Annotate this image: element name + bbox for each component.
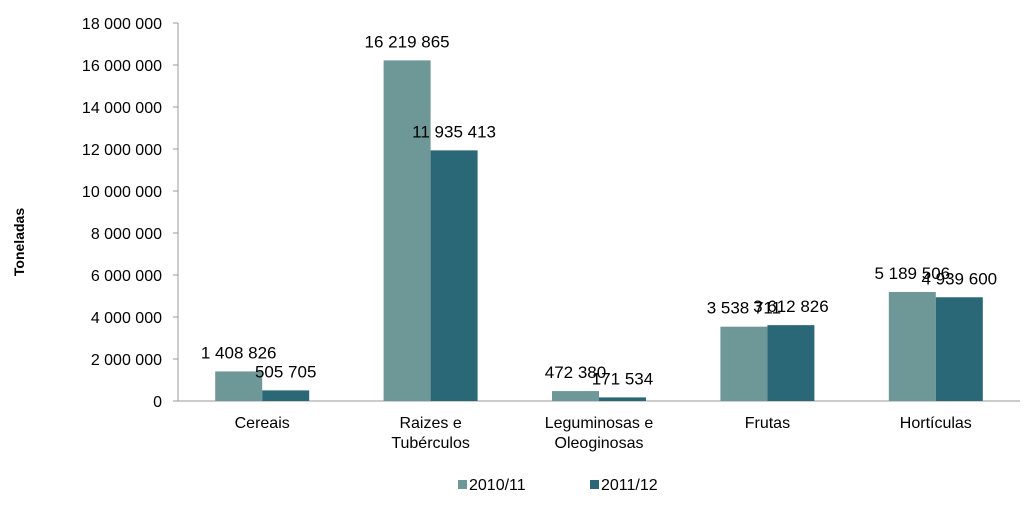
category-label: Raizes e Tubérculos (391, 415, 470, 452)
legend-swatch (590, 480, 599, 489)
data-label: 1 408 826 (201, 343, 277, 362)
data-label: 505 705 (255, 362, 316, 381)
category-label: Hortículas (900, 415, 972, 432)
y-tick-label: 0 (153, 394, 162, 411)
data-label: 3 612 826 (753, 297, 829, 316)
data-label: 5 189 506 (874, 264, 950, 283)
bar-2011-12 (430, 150, 478, 401)
y-tick-label: 6 000 000 (91, 268, 162, 285)
category-label: Leguminosas e Oleoginosas (545, 415, 654, 452)
bar-2011-12 (599, 397, 646, 401)
y-tick-label: 8 000 000 (91, 226, 162, 243)
category-labels-group: Cereais Raizes e Tubérculos Leguminosas e Ol… (235, 415, 972, 452)
data-label: 16 219 865 (365, 32, 450, 51)
bars-group (215, 60, 983, 401)
y-tick-label: 2 000 000 (91, 352, 162, 369)
data-label: 171 534 (592, 369, 653, 388)
y-tick-label: 14 000 000 (82, 100, 162, 117)
legend: 2010/11 2011/12 (458, 477, 658, 494)
bar-2010-11 (215, 371, 263, 401)
legend-label: 2010/11 (469, 477, 526, 494)
y-tick-label: 16 000 000 (82, 58, 162, 75)
legend-swatch (458, 480, 467, 489)
legend-label: 2011/12 (601, 477, 658, 494)
bar-2010-11 (888, 292, 936, 401)
bar-2011-12 (767, 325, 815, 401)
category-label: Frutas (745, 415, 790, 432)
y-tick-label: 4 000 000 (91, 310, 162, 327)
y-tick-label: 10 000 000 (82, 184, 162, 201)
y-tick-label: 12 000 000 (82, 142, 162, 159)
bar-2011-12 (262, 390, 310, 401)
data-label: 3 538 711 (707, 299, 781, 318)
y-axis-title: Toneladas (11, 208, 27, 276)
category-label: Cereais (235, 415, 290, 432)
y-axis-ticks: 0 2 000 000 4 000 000 6 000 000 8 000 000 10 … (82, 16, 178, 411)
bar-2010-11 (552, 391, 599, 401)
data-label: 11 935 413 (412, 122, 496, 141)
bar-2010-11 (720, 326, 768, 401)
bar-2010-11 (383, 60, 431, 401)
data-label: 472 380 (545, 363, 606, 382)
bar-2011-12 (935, 297, 983, 401)
data-label: 4 939 600 (921, 269, 997, 288)
y-tick-label: 18 000 000 (82, 16, 162, 33)
